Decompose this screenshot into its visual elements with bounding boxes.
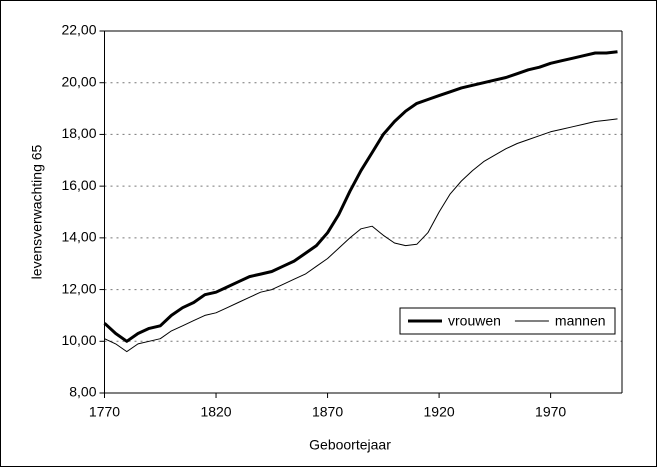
y-tick-label: 8,00 bbox=[69, 384, 96, 400]
legend-label: vrouwen bbox=[448, 313, 501, 329]
x-tick-label: 1970 bbox=[535, 404, 566, 420]
x-tick-label: 1920 bbox=[424, 404, 455, 420]
series-line bbox=[103, 50, 618, 343]
y-tick-label: 16,00 bbox=[61, 177, 96, 193]
y-tick-label: 22,00 bbox=[61, 22, 96, 38]
x-tick-label: 1820 bbox=[200, 404, 231, 420]
y-tick-label: 14,00 bbox=[61, 229, 96, 245]
y-tick-label: 20,00 bbox=[61, 73, 96, 89]
series-line bbox=[104, 118, 618, 353]
y-tick-label: 10,00 bbox=[61, 332, 96, 348]
y-tick-label: 12,00 bbox=[61, 280, 96, 296]
x-tick-label: 1770 bbox=[89, 404, 120, 420]
x-tick-label: 1870 bbox=[312, 404, 343, 420]
legend-label: mannen bbox=[555, 313, 606, 329]
y-tick-label: 18,00 bbox=[61, 125, 96, 141]
x-axis-label: Geboortejaar bbox=[309, 437, 391, 453]
y-axis-label: levensverwachting 65 bbox=[29, 144, 45, 279]
